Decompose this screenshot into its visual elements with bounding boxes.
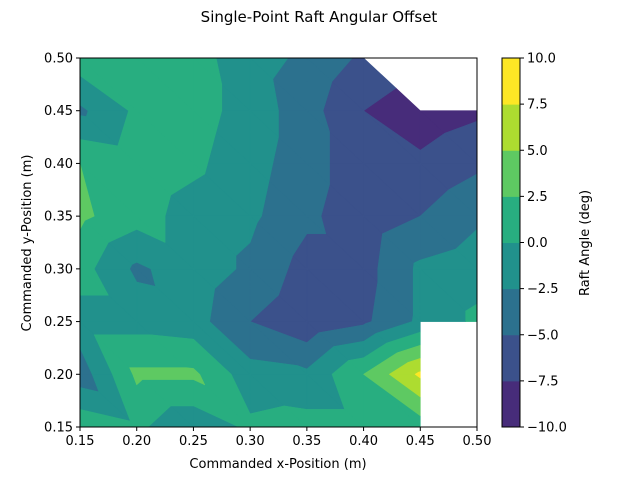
colorbar-segment: [502, 334, 520, 382]
y-tick-label: 0.50: [44, 52, 73, 67]
x-tick-label: 0.30: [236, 434, 265, 449]
y-tick-label: 0.45: [44, 104, 73, 119]
contour-fills: [80, 58, 477, 427]
contour-band: [414, 371, 421, 379]
colorbar-segment: [502, 196, 520, 244]
x-tick-label: 0.35: [292, 434, 321, 449]
colorbar-tick-label: 2.5: [527, 190, 548, 205]
x-axis-label: Commanded x-Position (m): [189, 457, 366, 472]
colorbar-segment: [502, 104, 520, 151]
colorbar-tick-label: −2.5: [527, 282, 559, 297]
colorbar-tick-label: 10.0: [527, 52, 556, 67]
colorbar: −10.0 −7.5 −5.0 −2.5 0.0 2.5 5.0 7.5 10.0: [501, 52, 567, 436]
x-tick-label: 0.50: [463, 434, 492, 449]
colorbar-tick-label: 5.0: [527, 144, 548, 159]
colorbar-segment: [502, 150, 520, 197]
colorbar-tick-label: 0.0: [527, 236, 548, 251]
y-axis-label: Commanded y-Position (m): [20, 155, 35, 332]
colorbar-tick-label: −7.5: [527, 374, 559, 389]
x-tick-label: 0.25: [179, 434, 208, 449]
y-tick-label: 0.35: [44, 210, 73, 225]
colorbar-label: Raft Angle (deg): [578, 190, 593, 296]
y-tick-label: 0.15: [44, 421, 73, 436]
y-tick-label: 0.20: [44, 368, 73, 383]
y-tick-label: 0.40: [44, 157, 73, 172]
colorbar-segment: [502, 242, 520, 290]
y-tick-label: 0.30: [44, 262, 73, 277]
colorbar-tick-label: −10.0: [527, 421, 567, 436]
colorbar-tick-label: −5.0: [527, 328, 559, 343]
y-tick-label: 0.25: [44, 315, 73, 330]
x-tick-label: 0.40: [349, 434, 378, 449]
x-axis: 0.15 0.20 0.25 0.30 0.35 0.40 0.45 0.50: [66, 427, 492, 449]
chart-title: Single-Point Raft Angular Offset: [201, 8, 438, 26]
x-tick-label: 0.20: [122, 434, 151, 449]
colorbar-tick-label: 7.5: [527, 98, 548, 113]
plot-frame: [79, 57, 478, 428]
x-tick-label: 0.15: [66, 434, 95, 449]
colorbar-segment: [502, 288, 520, 336]
colorbar-segment: [502, 58, 520, 105]
y-axis: 0.15 0.20 0.25 0.30 0.35 0.40 0.45 0.50: [44, 52, 80, 436]
plot-area: [79, 57, 478, 428]
colorbar-segment: [502, 380, 520, 428]
x-tick-label: 0.45: [406, 434, 435, 449]
